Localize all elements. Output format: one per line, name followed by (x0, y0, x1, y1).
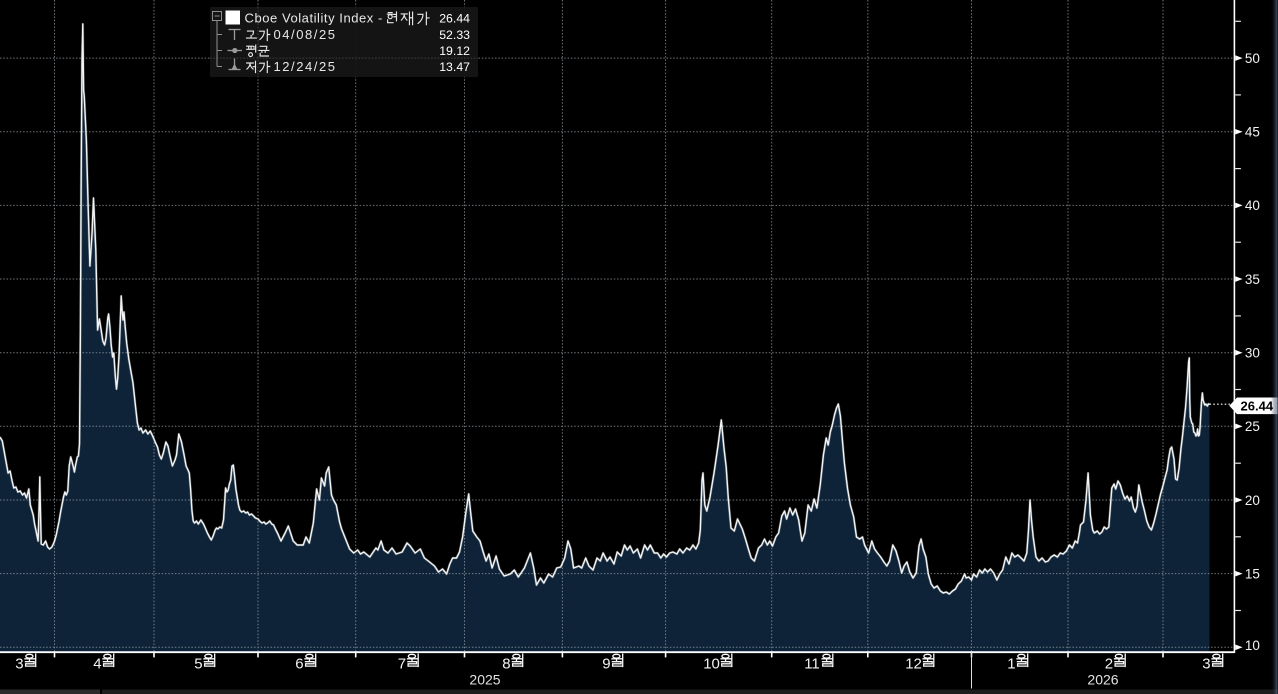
svg-text:35: 35 (1245, 272, 1260, 287)
svg-text:1: 1 (1007, 655, 1015, 672)
svg-text:2026: 2026 (1087, 672, 1118, 688)
svg-text:8: 8 (502, 655, 510, 672)
svg-text:13.47: 13.47 (439, 60, 470, 74)
svg-text:6: 6 (295, 655, 303, 672)
svg-text:2: 2 (1105, 655, 1113, 672)
svg-text:7: 7 (398, 655, 406, 672)
svg-text:10: 10 (703, 655, 720, 672)
svg-text:52.33: 52.33 (439, 28, 470, 42)
svg-text:26.44: 26.44 (1241, 399, 1274, 414)
svg-text:30: 30 (1245, 346, 1260, 361)
svg-text:9: 9 (602, 655, 610, 672)
svg-text:40: 40 (1245, 198, 1260, 213)
svg-text:45: 45 (1245, 125, 1260, 140)
svg-text:25: 25 (1245, 419, 1260, 434)
svg-text:2025: 2025 (469, 672, 500, 688)
svg-text:5: 5 (194, 655, 202, 672)
svg-text:3: 3 (15, 655, 23, 672)
svg-text:3: 3 (1202, 655, 1210, 672)
svg-text:10: 10 (1245, 638, 1260, 653)
svg-text:04/08/25: 04/08/25 (274, 27, 337, 42)
svg-text:20: 20 (1245, 493, 1260, 508)
svg-text:Cboe Volatility Index -: Cboe Volatility Index - (245, 11, 383, 26)
svg-text:12/24/25: 12/24/25 (274, 59, 337, 74)
svg-text:50: 50 (1245, 51, 1260, 66)
svg-text:19.12: 19.12 (439, 44, 470, 58)
svg-text:15: 15 (1245, 566, 1260, 581)
svg-text:11: 11 (804, 655, 820, 672)
svg-text:12: 12 (905, 655, 922, 672)
svg-text:4: 4 (93, 655, 101, 672)
svg-text:26.44: 26.44 (439, 12, 470, 26)
